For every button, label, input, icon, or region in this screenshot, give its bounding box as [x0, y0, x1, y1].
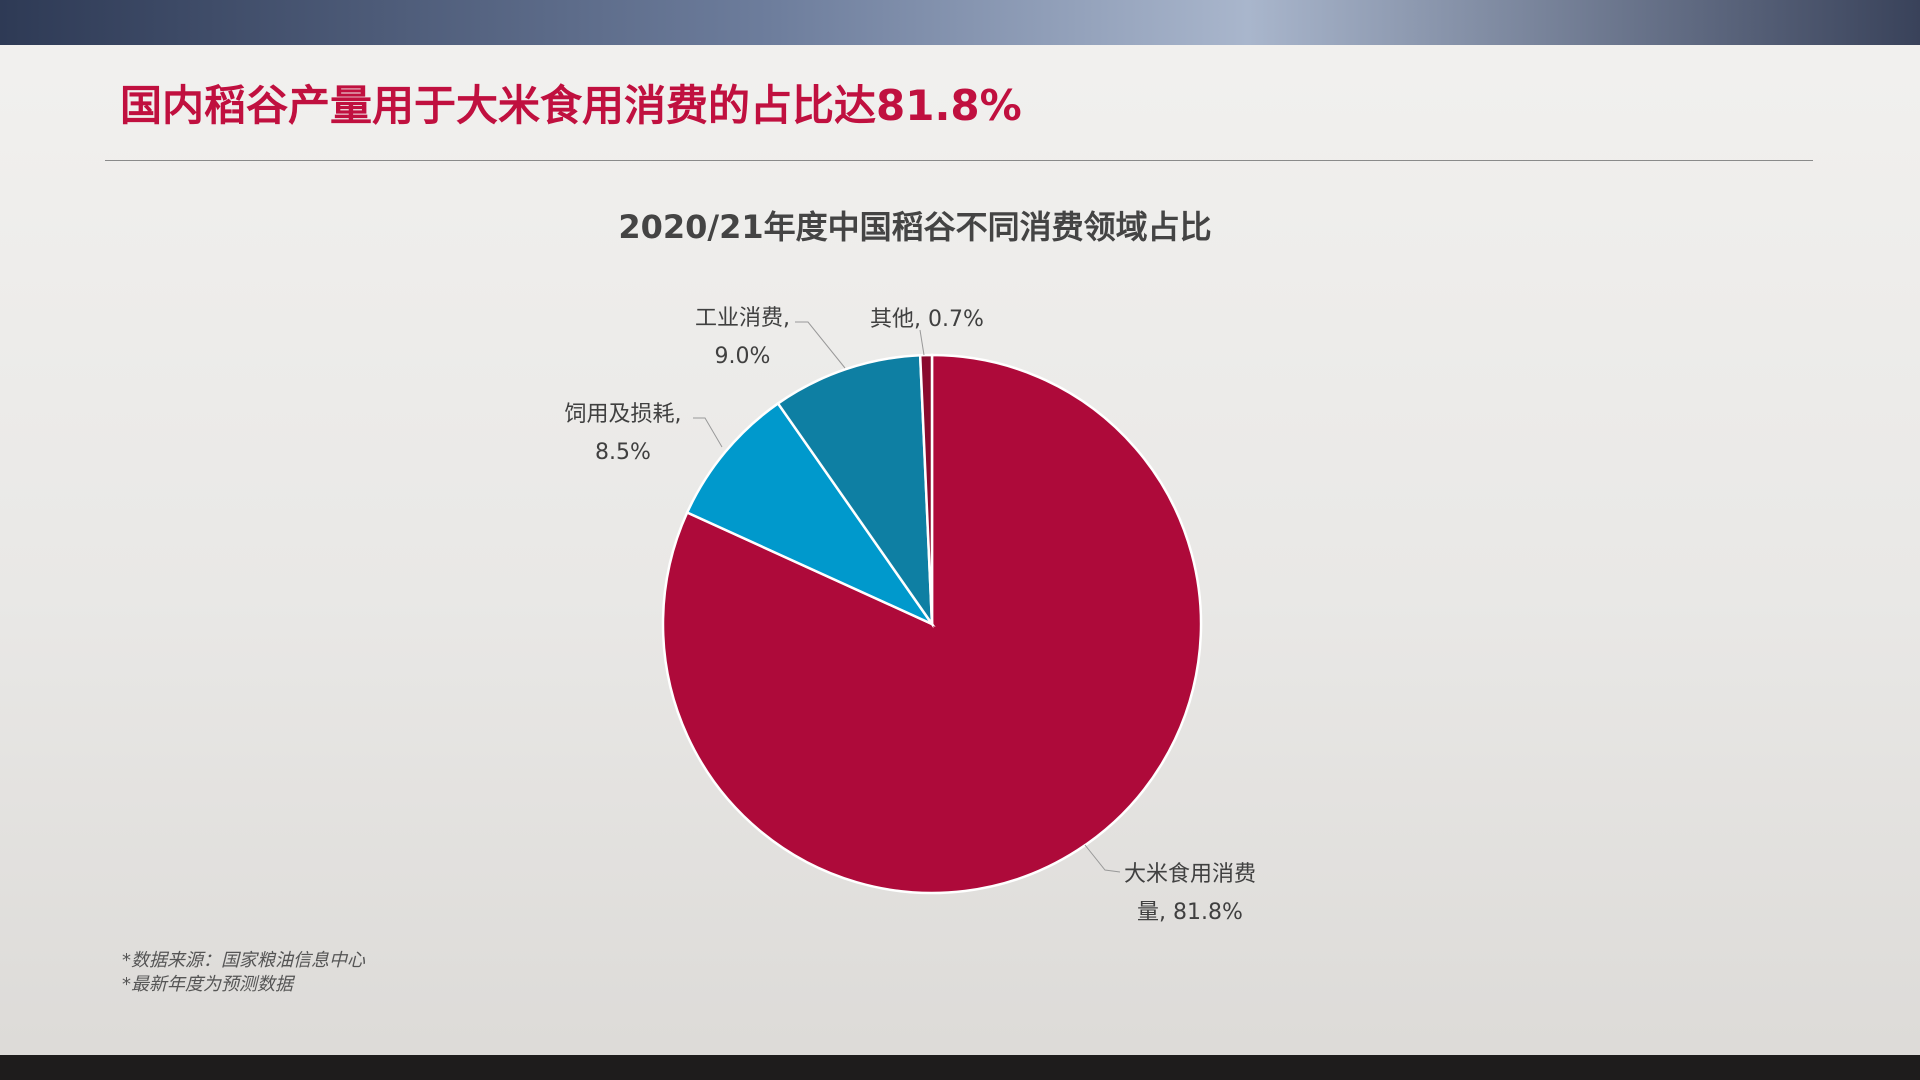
chart-title: 2020/21年度中国稻谷不同消费领域占比 [618, 208, 1212, 246]
pie-slice [918, 353, 934, 625]
pie-slice [776, 353, 934, 629]
slide-title: 国内稻谷产量用于大米食用消费的占比达81.8% [120, 81, 1022, 130]
leader-line [1084, 844, 1121, 873]
data-label: 大米食用消费量, 81.8% [1123, 862, 1256, 925]
leader-line [693, 417, 723, 448]
bottom-band [0, 1055, 1920, 1080]
leader-line [919, 329, 925, 356]
pie-slice [685, 401, 936, 628]
top-band [0, 0, 1920, 45]
data-label: 其他, 0.7% [870, 307, 984, 332]
data-label: 饲用及损耗, 8.5% [564, 402, 682, 465]
footnote: *最新年度为预测数据 [122, 974, 293, 995]
divider [105, 160, 1813, 161]
data-label: 工业消费, 9.0% [695, 306, 790, 369]
footnote: *数据来源：国家粮油信息中心 [122, 950, 365, 971]
leader-line [795, 321, 846, 369]
